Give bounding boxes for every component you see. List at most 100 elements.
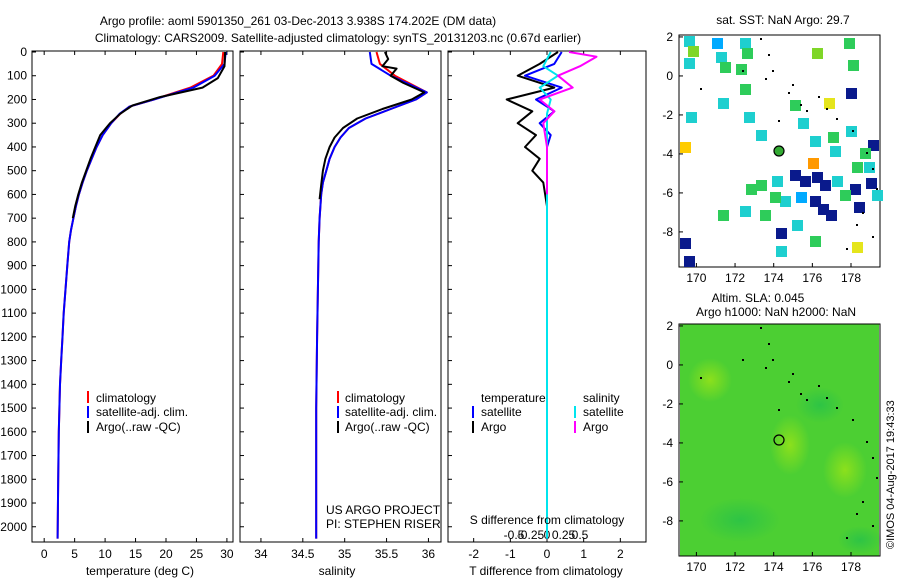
depth-tick-label: 500: [7, 164, 27, 178]
coastline-dot: [876, 188, 878, 190]
coastline-dot: [846, 248, 848, 250]
sla-anomaly-patch: [770, 415, 810, 475]
x-tick-label: -1: [505, 547, 516, 561]
legend-label-temp-argo: Argo: [481, 420, 507, 434]
legend-head-temperature: temperature: [481, 391, 546, 405]
x-tick-label: 36: [422, 547, 436, 561]
salinity-x-axis: 34 34.5 35 35.5 36: [254, 51, 435, 561]
sst-observation: [686, 112, 697, 123]
coastline-dot: [792, 373, 794, 375]
x-tick-label: 30: [220, 547, 234, 561]
map-y-tick-label: 2: [666, 30, 673, 44]
sst-observation: [824, 98, 835, 109]
legend-label-satellite: satellite-adj. clim.: [345, 405, 437, 419]
depth-tick-label: 1600: [0, 425, 27, 439]
x-tick-label: 35: [338, 547, 352, 561]
map-y-tick-label: -6: [662, 475, 673, 489]
depth-tick-label: 1500: [0, 401, 27, 415]
sst-observation: [760, 210, 771, 221]
coastline-dot: [742, 359, 744, 361]
x-tick-label: -2: [468, 547, 479, 561]
sst-observation: [684, 58, 695, 69]
map-x-tick-label: 172: [725, 271, 745, 285]
map-y-tick-label: -2: [662, 397, 673, 411]
sst-observation: [740, 206, 751, 217]
map-x-tick-label: 174: [764, 271, 784, 285]
sst-observation: [776, 228, 787, 239]
sst-observation: [808, 158, 819, 169]
sst-observation: [746, 184, 757, 195]
sst-observation: [820, 180, 831, 191]
map-x-tick-label: 178: [841, 271, 861, 285]
x-tick-label: 10: [98, 547, 112, 561]
salinity-panel: [239, 50, 442, 543]
sst-observation: [680, 238, 691, 249]
sst-observation: [790, 170, 801, 181]
difference-xlabel-bottom: T difference from climatology: [469, 564, 623, 578]
argo-float-marker: [773, 434, 785, 446]
difference-xlabel-top: S difference from climatology: [470, 513, 625, 527]
depth-tick-label: 800: [7, 235, 27, 249]
map-x-tick-label: 170: [686, 560, 706, 574]
sla-map-field: [680, 324, 882, 556]
coastline-dot: [800, 104, 802, 106]
coastline-dot: [768, 54, 770, 56]
coastline-dot: [856, 224, 858, 226]
coastline-dot: [806, 110, 808, 112]
coastline-dot: [700, 377, 702, 379]
depth-tick-label: 1200: [0, 330, 27, 344]
coastline-dot: [876, 477, 878, 479]
coastline-dot: [856, 513, 858, 515]
coastline-dot: [872, 457, 874, 459]
map-x-tick-label: 172: [725, 560, 745, 574]
sst-observation: [812, 172, 823, 183]
x-tick-label: 5: [71, 547, 78, 561]
depth-axis: 0 100 200 300 400 500 600 700 800 900 1000 1100 1200…: [0, 45, 452, 534]
sst-observation: [852, 162, 863, 173]
sst-observation: [712, 38, 723, 49]
sst-observation: [846, 88, 857, 99]
sst-observation: [740, 38, 751, 49]
depth-tick-label: 2000: [0, 520, 27, 534]
sst-map-axes: 170 172 174 176 178 2 0 -2 -4 -6 -8: [662, 30, 861, 285]
project-label: US ARGO PROJECT: [326, 503, 441, 517]
map-y-tick-label: -4: [662, 436, 673, 450]
sst-observation: [860, 148, 871, 159]
coastline-dot: [872, 236, 874, 238]
sst-observation: [742, 48, 753, 59]
map-y-tick-label: -2: [662, 108, 673, 122]
coastline-dot: [818, 385, 820, 387]
coastline-dot: [836, 118, 838, 120]
coastline-dot: [788, 92, 790, 94]
sst-observation: [864, 162, 875, 173]
sla-anomaly-patch: [838, 526, 882, 554]
depth-tick-label: 1800: [0, 472, 27, 486]
map-y-tick-label: -6: [662, 186, 673, 200]
legend-head-salinity: salinity: [583, 391, 620, 405]
coastline-dot: [806, 399, 808, 401]
sst-observation: [770, 192, 781, 203]
map-x-tick-label: 176: [802, 271, 822, 285]
legend-label-climatology: climatology: [345, 391, 405, 405]
map-x-tick-label: 176: [802, 560, 822, 574]
coastline-dot: [846, 537, 848, 539]
sst-observation: [866, 178, 877, 189]
sst-observation: [684, 256, 695, 267]
figure-title-line2: Climatology: CARS2009. Satellite-adjuste…: [95, 31, 581, 45]
coastline-dot: [742, 70, 744, 72]
x-tick-label: 25: [190, 547, 204, 561]
series-line-salinity-argo: [538, 51, 598, 195]
sst-observation: [844, 38, 855, 49]
profile-series: [56, 51, 598, 539]
coastline-dot: [778, 120, 780, 122]
sst-observation: [854, 202, 865, 213]
sst-observation: [810, 136, 821, 147]
sst-observation: [688, 46, 699, 57]
sla-map-axes: 170 172 174 176 178 2 0 -2 -4 -6 -8: [662, 319, 861, 574]
series-line-argo-raw-qc-: [71, 51, 227, 219]
x-tick-label: 20: [159, 547, 173, 561]
x-tick-label: 1: [580, 547, 587, 561]
sst-observation: [790, 100, 801, 111]
map-x-tick-label: 170: [686, 271, 706, 285]
depth-tick-label: 900: [7, 259, 27, 273]
